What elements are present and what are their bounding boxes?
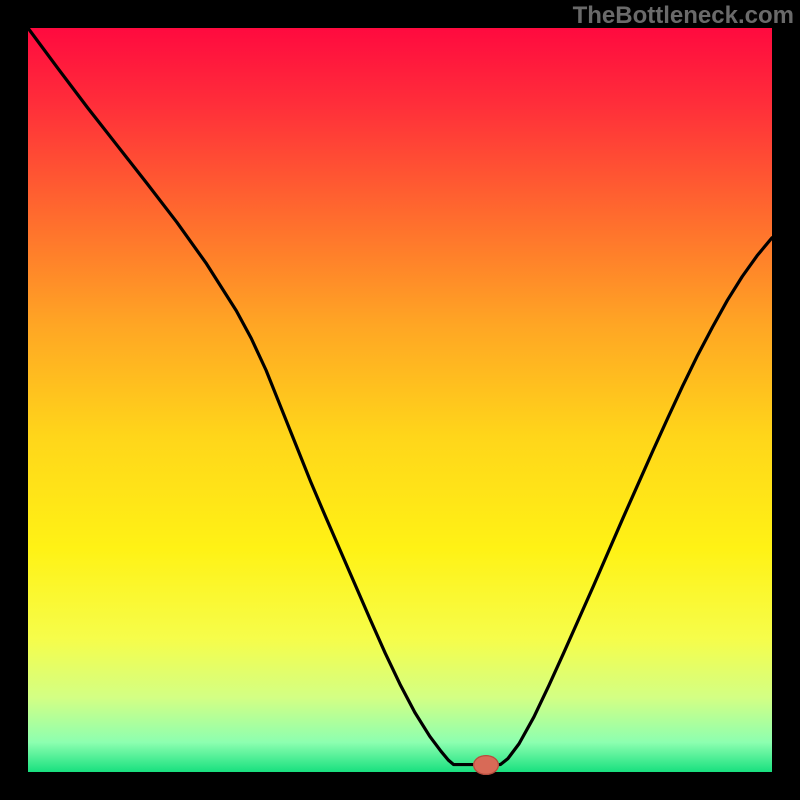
plot-background — [28, 28, 772, 772]
watermark-text: TheBottleneck.com — [573, 2, 794, 30]
minimum-marker — [473, 755, 499, 775]
bottleneck-curve-plot — [28, 28, 772, 772]
chart-frame: TheBottleneck.com — [0, 0, 800, 800]
